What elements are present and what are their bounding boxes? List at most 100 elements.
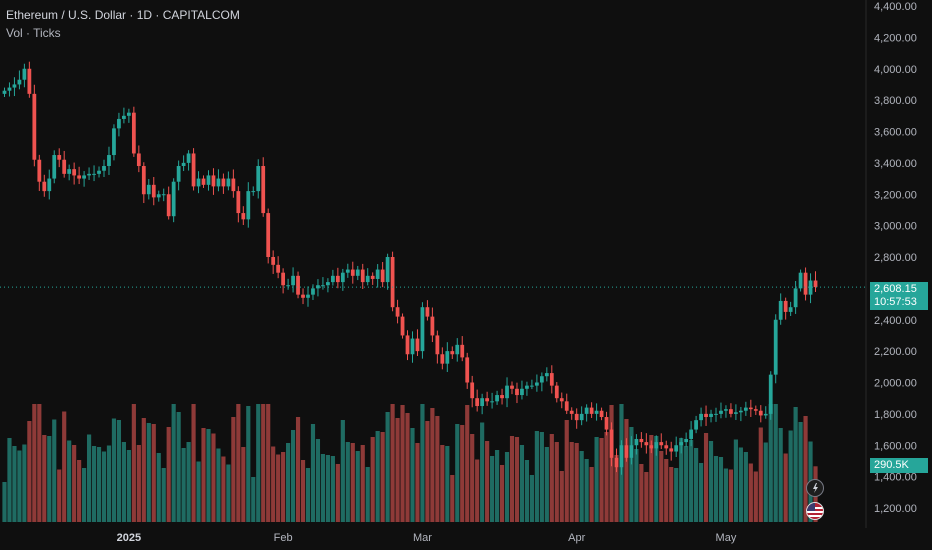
volume-bar	[753, 471, 758, 522]
volume-bar	[181, 448, 186, 522]
volume-bar	[206, 429, 211, 522]
volume-bar	[694, 448, 699, 522]
candle-body	[714, 413, 718, 415]
candle-body	[375, 269, 380, 279]
volume-bar	[425, 421, 430, 522]
volume-bar	[226, 464, 231, 522]
price-axis[interactable]: 4,400.00 4,200.00 4,000.00 3,800.00 3,600.00…	[874, 1, 917, 515]
volume-bar	[788, 430, 793, 522]
volume-bar	[42, 435, 47, 522]
candle-body	[544, 373, 549, 377]
time-axis[interactable]: 2025 Feb Mar Apr May	[117, 532, 737, 544]
candle-body	[107, 155, 111, 167]
candle-body	[495, 395, 499, 402]
volume-bar	[86, 434, 92, 522]
candle-body	[515, 388, 519, 396]
candle-body	[729, 409, 733, 414]
candle-body	[201, 178, 206, 185]
candle-body	[27, 68, 32, 94]
flag-icon[interactable]	[806, 502, 824, 520]
candle-body	[385, 257, 390, 283]
candle-body	[694, 420, 698, 430]
candle-body	[485, 398, 490, 402]
candle-body	[604, 417, 609, 430]
candles	[2, 61, 818, 475]
volume-bar	[674, 468, 679, 522]
candle-body	[296, 275, 300, 295]
volume-bar	[221, 456, 226, 522]
candle-body	[405, 335, 410, 355]
time-tick-label: May	[716, 532, 737, 544]
volume-bar	[171, 404, 176, 522]
candle-body	[311, 288, 315, 295]
volume-bar	[196, 461, 201, 522]
candle-body	[724, 409, 728, 411]
volume-bar	[77, 460, 82, 522]
candle-body	[734, 412, 738, 414]
volume-bar	[639, 464, 644, 522]
candle-body	[410, 338, 415, 355]
candle-body	[559, 398, 564, 402]
volume-bar	[146, 423, 151, 522]
candle-body	[360, 269, 365, 283]
candle-body	[505, 385, 509, 399]
volume-bar	[669, 467, 674, 522]
candle-body	[67, 169, 72, 174]
candle-body	[291, 275, 295, 286]
candle-body	[415, 338, 420, 352]
volume-bar	[166, 427, 171, 522]
volume-bar	[151, 424, 156, 522]
candle-body	[763, 413, 768, 416]
volume-bar	[365, 467, 370, 522]
candle-body	[425, 307, 430, 317]
candle-body	[599, 410, 604, 418]
volume-bar	[22, 444, 27, 522]
volume-bar	[156, 453, 161, 522]
volume-bar	[355, 451, 360, 522]
volume-bar	[72, 445, 77, 522]
candle-body	[539, 376, 544, 383]
candle-body	[450, 351, 455, 355]
candle-body	[196, 178, 201, 187]
volume-bar	[57, 469, 62, 522]
volume-bar	[644, 472, 649, 522]
candle-body	[82, 175, 86, 179]
volume-bar	[614, 455, 619, 522]
price-tick-label: 3,800.00	[874, 95, 917, 107]
candle-body	[321, 285, 325, 287]
replay-icon[interactable]	[806, 479, 824, 497]
volume-bar	[599, 438, 604, 522]
candle-body	[131, 112, 136, 154]
volume-bar	[91, 446, 97, 522]
candle-body	[649, 445, 654, 449]
candle-body	[594, 410, 599, 414]
volume-bar	[37, 404, 42, 522]
candle-body	[92, 173, 96, 175]
volume-bar	[310, 424, 316, 522]
volume-bar	[589, 467, 594, 522]
candle-body	[430, 316, 435, 336]
candle-body	[609, 429, 614, 458]
volume-bar	[390, 404, 395, 522]
price-tick-label: 3,600.00	[874, 127, 917, 139]
volume-bar	[435, 416, 440, 522]
candle-body	[465, 357, 470, 383]
volume-bar	[281, 452, 286, 522]
volume-bar	[320, 454, 326, 522]
volume-bar	[111, 418, 117, 522]
candle-body	[753, 409, 758, 411]
candle-body	[171, 181, 176, 217]
volume-bar	[27, 421, 32, 522]
candle-body	[256, 166, 261, 192]
candle-body	[644, 442, 649, 446]
volume-bar	[116, 420, 122, 522]
candle-body	[186, 153, 191, 163]
volume-bar	[584, 459, 589, 522]
volume-bar	[778, 428, 783, 522]
candle-body	[400, 316, 405, 336]
candle-body	[803, 272, 808, 295]
volume-bar	[375, 431, 380, 522]
candle-body	[271, 257, 276, 265]
candle-body	[176, 166, 181, 182]
